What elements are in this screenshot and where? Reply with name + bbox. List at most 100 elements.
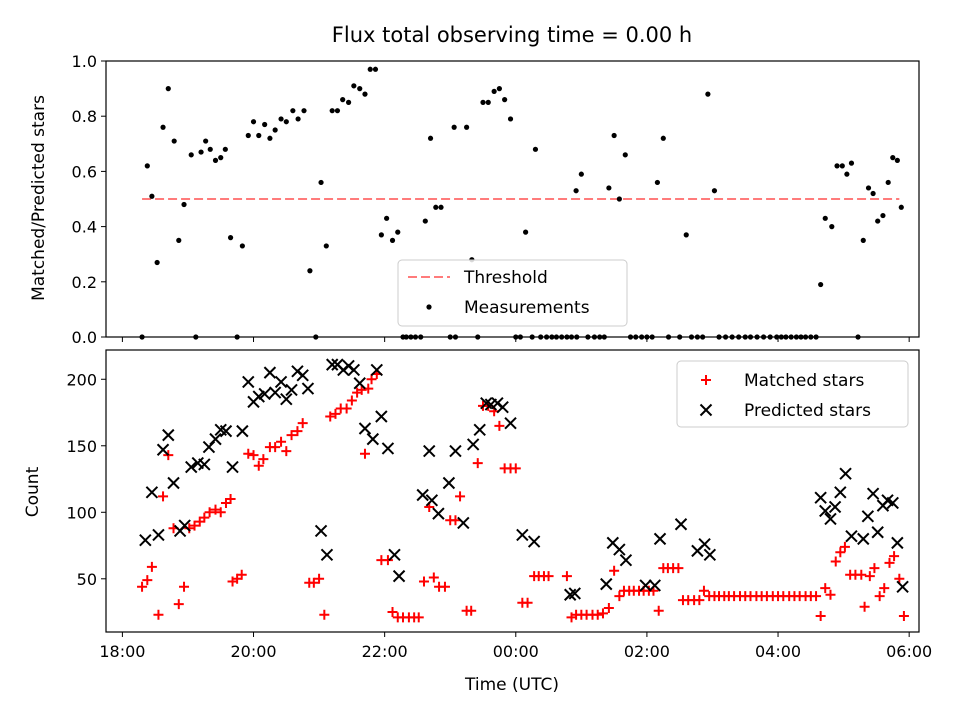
predicted-star-point (674, 518, 688, 531)
measurement-point (203, 138, 209, 144)
matched-star-point (889, 551, 900, 562)
matched-star-point (243, 448, 254, 459)
matched-star-point (694, 595, 705, 606)
predicted-star-point (568, 587, 581, 600)
y-tick-label: 0.4 (72, 218, 97, 237)
predicted-star-point (834, 486, 847, 499)
measurement-point (427, 135, 434, 141)
measurement-point (372, 66, 379, 72)
measurement-point (606, 185, 612, 191)
measurement-point (818, 281, 824, 288)
matched-star-point (428, 572, 439, 583)
measurement-point (160, 124, 166, 130)
measurement-point (290, 108, 296, 114)
measurement-point (654, 179, 660, 186)
matched-star-point (210, 504, 221, 515)
measurement-point (485, 99, 491, 105)
predicted-star-point (202, 440, 216, 454)
measurement-point (523, 229, 529, 235)
predicted-star-point (653, 532, 667, 546)
matched-star-point (387, 607, 398, 618)
predicted-star-point (258, 387, 271, 401)
matched-star-point (603, 603, 614, 614)
measurement-point (340, 97, 346, 103)
matched-star-point (276, 436, 287, 447)
measurement-point (844, 171, 850, 177)
predicted-star-point (857, 532, 870, 546)
predicted-star-point (280, 393, 293, 406)
top-ratio-plot: 0.0 0.2 0.4 0.6 0.8 1.0 Threshold Measurements (72, 52, 920, 347)
matched-star-point (815, 611, 826, 622)
matched-star-point (297, 418, 308, 429)
predicted-star-point (416, 488, 429, 502)
measurement-point (433, 204, 439, 210)
measurement-point (496, 86, 502, 92)
predicted-star-point (703, 548, 717, 562)
measurement-point (262, 121, 268, 128)
predicted-star-point (236, 424, 249, 438)
measurement-point (829, 224, 835, 230)
x-axis-label: Time (UTC) (464, 675, 559, 695)
measurement-point (188, 152, 194, 158)
measurement-point (272, 127, 278, 133)
measurement-point (865, 185, 872, 191)
predicted-star-point (698, 538, 711, 551)
measurement-point (578, 171, 584, 177)
measurement-point (334, 108, 341, 114)
predicted-star-point (457, 516, 470, 530)
matched-star-point (856, 569, 867, 580)
measurement-point (389, 237, 396, 243)
measurement-point (218, 155, 224, 161)
measurement-point (711, 188, 718, 194)
measurement-point (894, 157, 900, 163)
matched-star-point (413, 612, 424, 623)
measurement-point (362, 91, 368, 97)
matched-star-point (673, 563, 684, 574)
predicted-star-point (366, 432, 380, 446)
measurement-point (848, 160, 855, 166)
y-tick-label: 0.2 (72, 273, 97, 292)
legend-bottom: Matched stars Predicted stars (676, 360, 909, 428)
matched-star-point (359, 448, 370, 459)
measurement-point (875, 218, 881, 224)
matched-star-point (522, 597, 533, 608)
matched-star-point (884, 557, 895, 568)
measurement-point (616, 196, 622, 202)
predicted-star-point (516, 528, 529, 542)
predicted-star-point (861, 510, 875, 523)
measurement-point (870, 190, 876, 197)
matched-star-point (811, 591, 822, 602)
y-tick-label: 0.8 (72, 107, 97, 126)
predicted-star-point (145, 486, 159, 499)
measurement-point (451, 124, 457, 130)
measurement-point (278, 116, 284, 122)
matched-star-point (874, 591, 885, 602)
marks-layer (137, 358, 909, 623)
predicted-star-point (866, 487, 880, 500)
predicted-star-point (600, 577, 613, 591)
predicted-star-point (896, 580, 909, 593)
matched-star-point (204, 507, 215, 518)
measurement-point (622, 152, 628, 158)
measurement-point (573, 188, 579, 194)
measurement-point (367, 66, 373, 72)
matched-star-point (835, 547, 846, 558)
matched-star-point (341, 403, 352, 414)
predicted-star-point (891, 536, 904, 550)
measurement-point (502, 97, 508, 103)
matched-star-point (698, 585, 709, 596)
measurement-point (181, 201, 187, 208)
predicted-star-point (466, 438, 480, 451)
predicted-star-point (139, 534, 152, 547)
bottom-y-axis-label: Count (23, 466, 43, 517)
predicted-star-point (320, 548, 334, 562)
matched-star-point (253, 460, 264, 471)
matched-star-point (543, 571, 554, 582)
predicted-star-point (442, 476, 456, 490)
predicted-star-point (347, 363, 361, 377)
measurement-point (295, 116, 301, 122)
matched-star-point (825, 589, 836, 600)
predicted-star-point (152, 528, 165, 542)
chart-title: Flux total observing time = 0.00 h (332, 23, 692, 47)
